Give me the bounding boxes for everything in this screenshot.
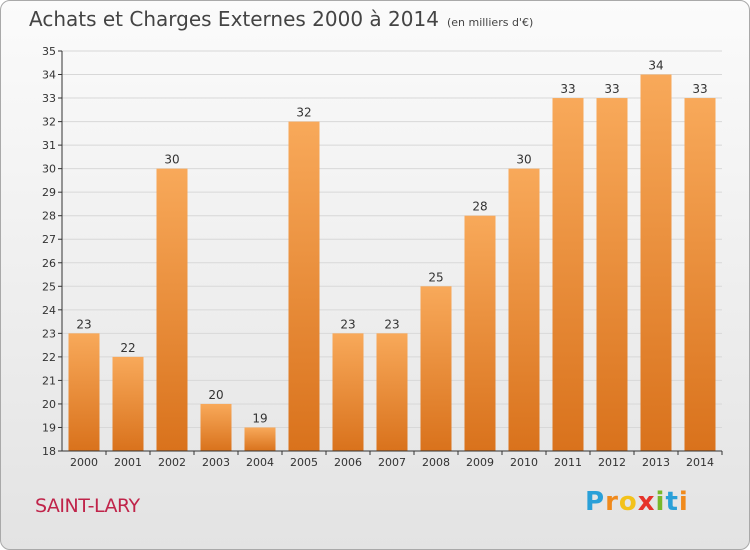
x-tick-label: 2010 [510,456,538,469]
y-tick-label: 19 [42,421,56,434]
x-tick-label: 2004 [246,456,274,469]
data-label: 33 [560,82,575,96]
data-label: 23 [76,317,91,331]
bar [596,98,628,451]
bar [552,98,584,451]
bar [68,333,100,451]
y-tick-label: 34 [42,69,56,82]
x-tick-label: 2002 [158,456,186,469]
chart-title-text: Achats et Charges Externes 2000 à 2014 [29,7,439,31]
y-tick-label: 35 [42,45,56,58]
bar [464,215,496,451]
y-tick-label: 28 [42,210,56,223]
logo-letter: x [637,487,656,517]
data-label: 20 [208,388,223,402]
bar [156,168,188,451]
bar [508,168,540,451]
x-tick-label: 2014 [686,456,714,469]
data-label: 30 [516,153,531,167]
y-tick-label: 32 [42,116,56,129]
y-tick-label: 24 [42,304,56,317]
logo-letter: t [665,487,679,517]
y-tick-label: 30 [42,163,56,176]
bar [640,74,672,451]
y-tick-label: 26 [42,257,56,270]
logo-letter: r [605,487,619,517]
x-tick-label: 2000 [70,456,98,469]
y-tick-label: 22 [42,351,56,364]
y-tick-label: 27 [42,233,56,246]
data-label: 33 [692,82,707,96]
y-tick-label: 18 [42,445,56,458]
logo-letter: i [678,487,689,517]
bar [200,403,232,451]
bar [288,121,320,452]
y-tick-label: 25 [42,280,56,293]
logo-letter: P [585,487,606,517]
data-label: 25 [428,270,443,284]
data-label: 33 [604,82,619,96]
x-tick-label: 2012 [598,456,626,469]
x-tick-label: 2013 [642,456,670,469]
axes: 18 19 20 21 22 23 24 25 26 27 28 29 30 31 32 33 34 35 2000… [42,45,723,469]
y-tick-label: 33 [42,92,56,105]
bar [332,333,364,451]
logo-letter: o [618,487,638,517]
x-tick-label: 2011 [554,456,582,469]
data-label: 23 [340,317,355,331]
data-label: 30 [164,153,179,167]
bar [244,427,276,451]
chart-title: Achats et Charges Externes 2000 à 2014 (e… [29,7,533,31]
x-tick-label: 2006 [334,456,362,469]
bar [376,333,408,451]
y-tick-label: 23 [42,327,56,340]
data-label: 23 [384,317,399,331]
x-tick-label: 2007 [378,456,406,469]
x-tick-label: 2005 [290,456,318,469]
y-tick-label: 29 [42,186,56,199]
data-label: 34 [648,59,663,73]
data-label: 19 [252,411,267,425]
bar [112,356,144,451]
town-name: SAINT-LARY [35,495,140,517]
proxiti-logo: Proxiti [585,487,689,517]
logo-letter: i [655,487,666,517]
x-tick-label: 2008 [422,456,450,469]
data-label: 28 [472,200,487,214]
x-tick-label: 2009 [466,456,494,469]
y-tick-label: 21 [42,374,56,387]
bars: 23 22 30 20 19 32 23 23 25 28 30 33 33 34 33 [68,59,716,452]
data-label: 32 [296,106,311,120]
bar [684,98,716,451]
bar [420,286,452,451]
y-tick-label: 20 [42,398,56,411]
x-tick-label: 2001 [114,456,142,469]
y-tick-label: 31 [42,139,56,152]
chart-subtitle: (en milliers d'€) [446,16,534,29]
x-tick-label: 2003 [202,456,230,469]
data-label: 22 [120,341,135,355]
